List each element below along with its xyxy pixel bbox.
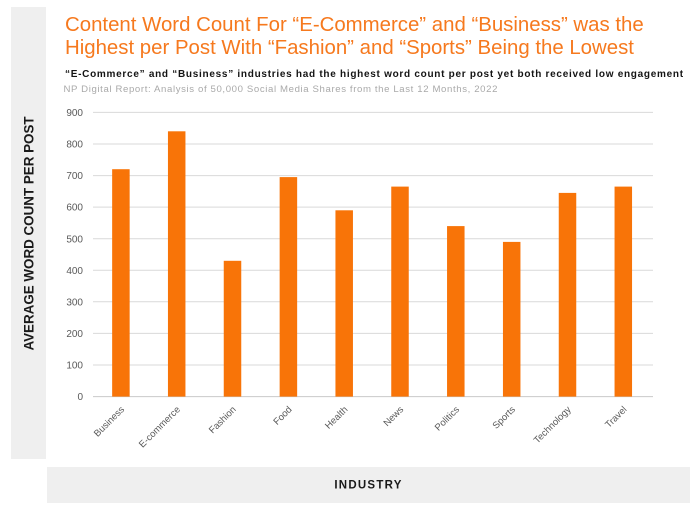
svg-text:INDUSTRY: INDUSTRY: [334, 480, 402, 492]
svg-text:400: 400: [66, 266, 83, 277]
svg-text:0: 0: [77, 392, 83, 403]
svg-text:Business: Business: [92, 404, 127, 439]
svg-text:Sports: Sports: [491, 404, 518, 431]
svg-text:Travel: Travel: [603, 404, 629, 430]
svg-text:600: 600: [66, 203, 83, 214]
svg-text:700: 700: [66, 171, 83, 182]
svg-text:E-commerce: E-commerce: [137, 404, 183, 450]
svg-text:Health: Health: [323, 404, 350, 431]
svg-text:200: 200: [66, 329, 83, 340]
svg-text:Politics: Politics: [433, 404, 462, 433]
svg-text:Technology: Technology: [532, 404, 574, 446]
svg-text:Food: Food: [271, 404, 294, 427]
svg-text:AVERAGE WORD COUNT PER POST: AVERAGE WORD COUNT PER POST: [22, 116, 37, 351]
svg-text:100: 100: [66, 361, 83, 372]
svg-text:500: 500: [66, 234, 83, 245]
svg-text:900: 900: [66, 108, 83, 119]
svg-text:Fashion: Fashion: [207, 404, 239, 436]
svg-text:800: 800: [66, 140, 83, 151]
svg-text:300: 300: [66, 297, 83, 308]
svg-text:News: News: [382, 404, 407, 429]
